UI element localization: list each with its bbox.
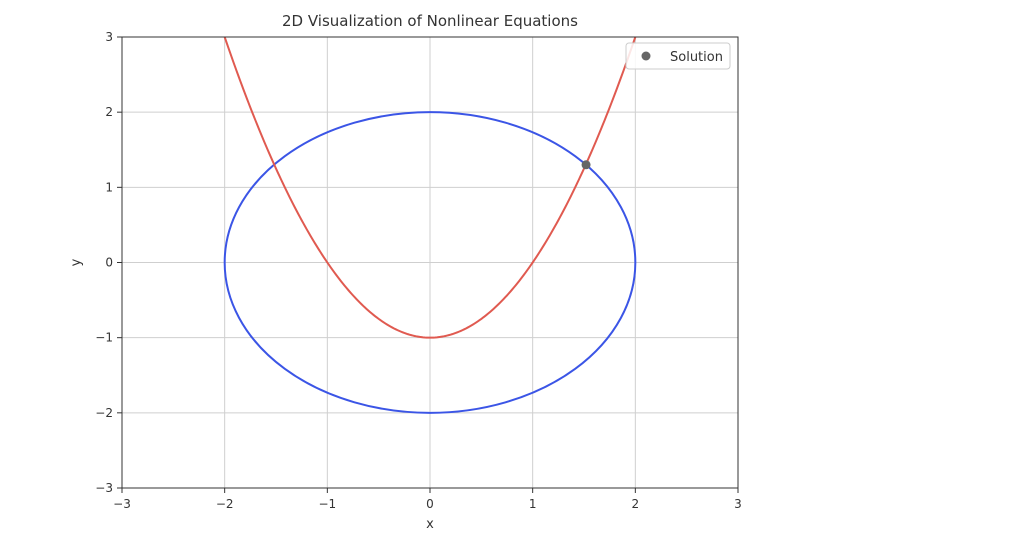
x-tick-label: 1 [529, 497, 537, 511]
y-tick-label: −2 [95, 406, 113, 420]
y-axis-label: y [69, 258, 84, 266]
legend-label-solution: Solution [670, 50, 723, 65]
parabola-curve [223, 37, 637, 339]
chart-title: 2D Visualization of Nonlinear Equations [282, 12, 578, 30]
plot-area [223, 37, 637, 414]
legend: Solution [625, 42, 731, 70]
y-tick-label: 2 [105, 105, 113, 119]
solution-point [581, 160, 591, 170]
grid [121, 36, 739, 489]
x-tick-label: −3 [113, 497, 131, 511]
y-tick-label: 0 [105, 256, 113, 270]
legend-box [625, 42, 731, 70]
y-tick-label: 1 [105, 180, 113, 194]
x-tick-label: 3 [734, 497, 742, 511]
y-tick-label: 3 [105, 30, 113, 44]
series-group [223, 37, 637, 414]
x-tick-label: 0 [426, 497, 434, 511]
x-tick-label: 2 [632, 497, 640, 511]
axis-ticks: −3 −2 −1 0 1 2 3 −3 −2 −1 0 1 2 3 [95, 30, 742, 511]
legend-marker-solution [641, 51, 651, 61]
y-tick-label: −1 [95, 331, 113, 345]
x-tick-label: −2 [216, 497, 234, 511]
x-tick-label: −1 [318, 497, 336, 511]
y-tick-label: −3 [95, 481, 113, 495]
ellipse-curve [223, 111, 637, 414]
x-axis-label: x [426, 517, 434, 532]
